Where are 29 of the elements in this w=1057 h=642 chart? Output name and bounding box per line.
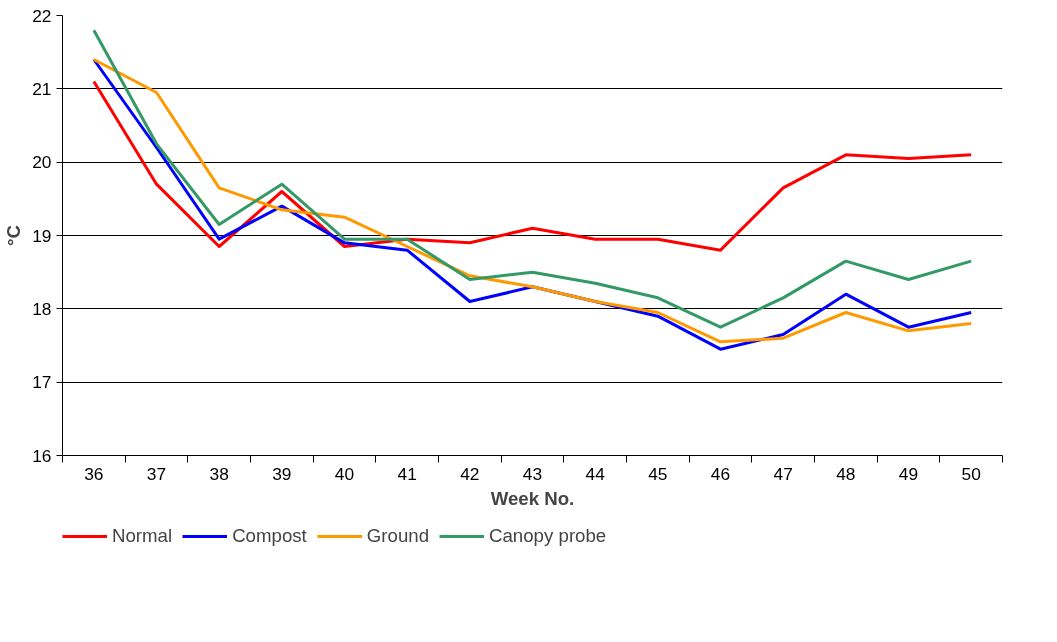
x-tick-label: 39: [272, 463, 292, 484]
x-tick-label: 45: [648, 463, 668, 484]
x-tick-label: 49: [898, 463, 919, 484]
x-tick-label: 48: [836, 463, 856, 484]
x-tick-label: 42: [460, 463, 480, 484]
y-axis-title: °C: [3, 225, 25, 246]
legend-label: Ground: [366, 525, 430, 547]
x-tick-label: 38: [209, 463, 229, 484]
x-tick-label: 46: [710, 463, 731, 484]
legend-label: Normal: [112, 525, 173, 547]
x-axis-title: Week No.: [490, 487, 575, 509]
x-tick-label: 40: [334, 463, 355, 484]
x-tick-label: 41: [397, 463, 417, 484]
x-tick-label: 36: [84, 463, 104, 484]
y-tick-label: 18: [32, 298, 52, 319]
x-tick-label: 50: [961, 463, 981, 484]
x-tick-label: 47: [773, 463, 793, 484]
x-tick-label: 43: [522, 463, 543, 484]
y-tick-label: 20: [32, 152, 52, 173]
y-tick-label: 21: [32, 78, 52, 99]
line-series: [92, 80, 973, 252]
x-tick-label: 37: [146, 463, 167, 484]
y-tick-label: 16: [32, 445, 52, 466]
y-tick-label: 19: [32, 225, 52, 246]
legend-label: Compost: [232, 525, 307, 547]
x-tick-label: 44: [585, 463, 606, 484]
y-tick-label: 22: [32, 5, 52, 26]
y-tick-label: 17: [32, 372, 52, 393]
legend-label: Canopy probe: [489, 525, 607, 547]
